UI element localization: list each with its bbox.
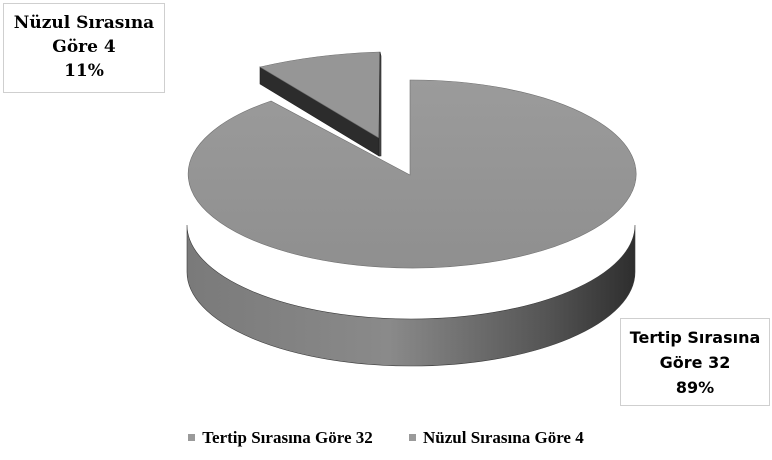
chart-legend: Tertip Sırasına Göre 32 Nüzul Sırasına G… xyxy=(0,428,772,448)
data-label-tertip-percent: 89% xyxy=(675,378,715,397)
data-label-tertip-line-1: Tertip Sırasına xyxy=(629,328,761,347)
data-label-nuzul-line-1: Nüzul Sırasına xyxy=(13,13,155,33)
pie-slice-tertip xyxy=(186,79,637,367)
pie-slice-tertip-top xyxy=(187,79,637,269)
legend-swatch-nuzul xyxy=(409,433,416,441)
legend-item-tertip: Tertip Sırasına Göre 32 xyxy=(188,428,373,448)
data-label-nuzul: Nüzul Sırasına Göre 4 11% xyxy=(3,3,165,93)
data-label-nuzul-line-2: Göre 4 xyxy=(52,37,116,57)
legend-item-nuzul: Nüzul Sırasına Göre 4 xyxy=(409,428,584,448)
pie-slice-nuzul xyxy=(259,51,382,157)
data-label-tertip-line-2: Göre 32 xyxy=(659,353,731,372)
pie-slice-nuzul-top xyxy=(259,51,381,139)
data-label-tertip: Tertip Sırasına Göre 32 89% xyxy=(620,318,770,406)
legend-label-tertip: Tertip Sırasına Göre 32 xyxy=(202,428,373,447)
pie-slice-tertip-side xyxy=(186,224,636,367)
pie-slice-nuzul-side-right xyxy=(378,51,382,157)
legend-swatch-tertip xyxy=(188,433,196,441)
legend-label-nuzul: Nüzul Sırasına Göre 4 xyxy=(423,428,584,447)
data-label-nuzul-percent: 11% xyxy=(64,61,104,81)
